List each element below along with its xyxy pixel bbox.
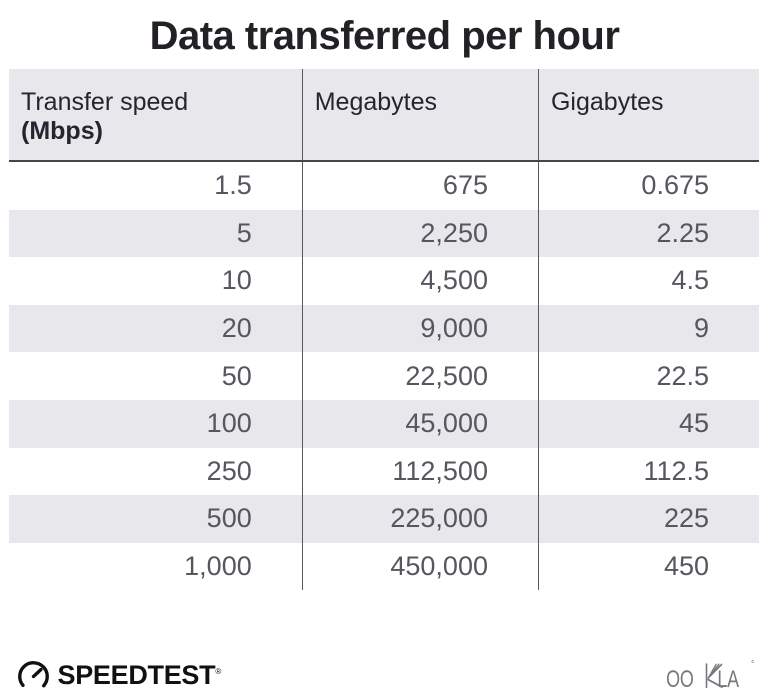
svg-text:OO: OO bbox=[667, 665, 694, 688]
svg-text:LA: LA bbox=[717, 665, 739, 688]
